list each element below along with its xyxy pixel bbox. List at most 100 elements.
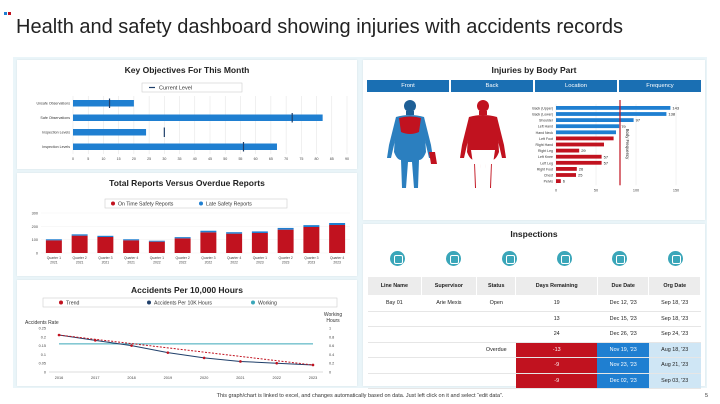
dashboard-canvas: Key Objectives For This Month Current Le… [13, 57, 707, 389]
rp-bar-late [303, 225, 320, 227]
bp-bar [556, 160, 602, 165]
bp-category-label: Shoulder [539, 119, 554, 123]
accidents-title: Accidents Per 10,000 Hours [131, 285, 243, 295]
bp-data-label: 138 [668, 112, 675, 117]
line-name-cell: Bay 01 [367, 295, 422, 312]
table-row[interactable]: Bay 01 Arie Mexis Open 19 Dec 12, '23 Sep 18,… [367, 295, 701, 312]
ac-x-tick: 2022 [272, 376, 280, 380]
rp-x-tick-year: 2022 [179, 261, 187, 265]
ac-y-tick-right: 0.2 [329, 362, 334, 366]
header-org-date[interactable]: Org Date [648, 276, 701, 296]
ac-legend-marker [147, 300, 151, 305]
reports-title: Total Reports Versus Overdue Reports [109, 178, 265, 188]
status-icon [502, 251, 517, 266]
tab-back[interactable]: Back [451, 80, 533, 92]
rp-bar-ontime [123, 240, 140, 253]
org-date-cell: Sep 18, '23 [648, 311, 701, 327]
rp-bar-ontime [277, 229, 294, 253]
tab-frequency[interactable]: Frequency [619, 80, 701, 92]
working-hours-label-2: Hours [326, 318, 340, 324]
ko-category-label: Safe Observations [40, 116, 70, 120]
rp-x-tick-year: 2021 [76, 261, 84, 265]
rp-bar-late [174, 237, 191, 239]
table-row[interactable]: 13 Dec 15, '23 Sep 18, '23 [367, 311, 701, 327]
inspections-title: Inspections [510, 229, 558, 239]
bp-axis-label: Body Frequency [625, 129, 630, 160]
rp-x-tick: Quarter 2 [72, 256, 86, 260]
ac-legend-label: Working [258, 301, 277, 307]
ac-legend-label: Trend [66, 301, 79, 307]
page-title: Health and safety dashboard showing inju… [16, 16, 624, 38]
due-date-cell: Dec 12, '23 [597, 295, 649, 312]
ko-x-tick: 15 [117, 157, 121, 161]
rp-bar-late [277, 227, 294, 230]
header-status[interactable]: Status [476, 276, 517, 296]
supervisor-cell: Arie Mexis [421, 295, 477, 312]
ac-y-tick-right: 0.6 [329, 344, 334, 348]
bp-category-label: Left Foot [539, 137, 553, 141]
ko-x-tick: 85 [330, 157, 334, 161]
key-objectives-panel: Key Objectives For This Month Current Le… [17, 60, 357, 169]
bp-bar [556, 142, 604, 147]
bp-data-label: 25 [578, 173, 583, 178]
header-due-date[interactable]: Due Date [596, 276, 650, 296]
calendar-icon [612, 251, 627, 266]
bp-x-tick: 100 [633, 188, 639, 192]
user-icon [390, 251, 405, 266]
days-remaining-cell: 19 [515, 295, 598, 312]
org-date-cell: Sep 24, '23 [648, 326, 701, 343]
supervisor-icon [446, 251, 461, 266]
supervisor-cell [421, 373, 477, 389]
header-supervisor[interactable]: Supervisor [420, 276, 478, 296]
ko-x-tick: 25 [147, 157, 151, 161]
rp-y-tick: 0 [36, 252, 38, 256]
corner-mark [4, 2, 14, 15]
ac-x-tick: 2021 [236, 376, 244, 380]
rp-bar-ontime [226, 233, 243, 253]
bp-bar [556, 130, 616, 135]
ko-x-tick: 0 [72, 157, 74, 161]
body-part-title: Injuries by Body Part [491, 65, 577, 75]
rp-x-tick-year: 2021 [102, 261, 110, 265]
bp-bar [556, 154, 602, 159]
line-name-cell [367, 326, 422, 343]
ac-x-tick: 2018 [127, 376, 135, 380]
days-remaining-cell: 13 [515, 311, 598, 327]
header-days-remaining[interactable]: Days Remaining [515, 276, 598, 296]
rp-bar-ontime [251, 233, 268, 253]
table-row[interactable]: 24 Dec 26, '23 Sep 24, '23 [367, 326, 701, 343]
table-row[interactable]: -9 Nov 23, '23 Aug 21, '23 [367, 357, 701, 374]
key-objectives-title: Key Objectives For This Month [124, 65, 250, 75]
ac-y-tick-right: 0.8 [329, 335, 334, 339]
rp-x-tick: Quarter 4 [124, 256, 138, 260]
inspections-table: Line Name Supervisor Status Days Remaini… [367, 276, 701, 389]
table-row[interactable]: -9 Dec 02, '23 Sep 03, '23 [367, 373, 701, 389]
rp-bar-late [123, 239, 140, 241]
header-line-name[interactable]: Line Name [367, 276, 422, 296]
supervisor-cell [421, 311, 477, 327]
footer-note: This graph/chart is linked to excel, and… [216, 393, 504, 399]
line-name-cell [367, 311, 422, 327]
bp-category-label: Right Leg [538, 149, 553, 153]
rp-bar-late [148, 240, 165, 242]
status-cell: Overdue [476, 342, 516, 358]
rp-x-tick-year: 2022 [205, 261, 213, 265]
rp-x-tick-year: 2022 [153, 261, 161, 265]
bp-data-label: 143 [672, 106, 679, 111]
ko-bar [73, 129, 147, 136]
ko-x-tick: 20 [132, 157, 136, 161]
days-remaining-cell: -9 [515, 373, 598, 389]
ko-x-tick: 35 [178, 157, 182, 161]
rp-x-tick: Quarter 4 [330, 256, 344, 260]
table-row[interactable]: Overdue -13 Nov 19, '23 Aug 18, '23 [367, 342, 701, 358]
bp-x-tick: 150 [673, 188, 679, 192]
due-date-cell: Dec 15, '23 [597, 311, 649, 327]
ko-bar [73, 143, 277, 150]
bp-category-label: Hand Neck [536, 131, 554, 135]
tab-front[interactable]: Front [367, 80, 449, 92]
tab-location[interactable]: Location [535, 80, 617, 92]
status-cell [476, 373, 516, 389]
ac-point [130, 344, 133, 347]
ko-x-tick: 70 [284, 157, 288, 161]
accidents-panel: Accidents Per 10,000 Hours Trend Accident… [17, 280, 357, 386]
